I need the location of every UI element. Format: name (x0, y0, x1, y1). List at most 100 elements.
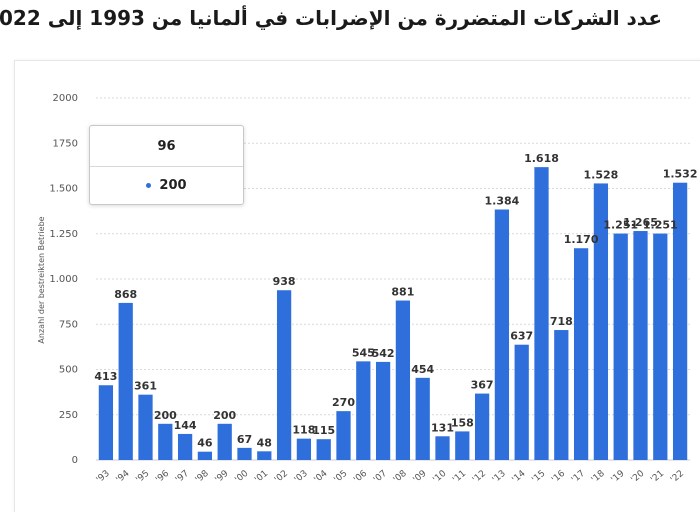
bar[interactable] (514, 344, 529, 460)
bar[interactable] (474, 393, 490, 460)
tooltip: 96 200 (89, 125, 244, 205)
series-dot-icon (146, 183, 152, 188)
x-tick-label: '93 (95, 469, 112, 486)
chart-title: عدد الشركات المتضررة من الإضرابات في ألم… (0, 6, 662, 30)
value-label: 48 (257, 436, 272, 449)
bar[interactable] (633, 231, 648, 460)
value-label: 1.528 (584, 168, 619, 181)
bar[interactable] (435, 436, 450, 460)
value-label: 144 (174, 419, 197, 432)
x-tick-label: '12 (471, 469, 488, 486)
bar[interactable] (494, 209, 510, 460)
x-tick-label: '15 (530, 469, 547, 486)
x-tick-label: '14 (511, 468, 528, 485)
value-label: 270 (332, 396, 355, 409)
x-tick-label: '13 (491, 469, 508, 486)
bar[interactable] (415, 377, 430, 460)
y-tick-label: 2000 (53, 93, 78, 104)
bar[interactable] (356, 361, 371, 460)
value-label: 1.251 (603, 219, 638, 232)
x-tick-label: '01 (253, 469, 270, 486)
bar[interactable] (276, 290, 292, 460)
bar[interactable] (177, 433, 193, 460)
bars (98, 167, 688, 460)
bar[interactable] (593, 183, 609, 460)
bar[interactable] (316, 439, 331, 460)
x-tick-label: '16 (550, 468, 567, 485)
value-label: 718 (550, 315, 573, 328)
bar[interactable] (653, 233, 668, 460)
bar[interactable] (296, 438, 312, 460)
x-tick-label: '07 (372, 469, 389, 486)
y-tick-label: 1.250 (49, 229, 78, 240)
y-tick-label: 750 (59, 319, 78, 330)
value-label: 413 (94, 370, 117, 383)
y-tick-label: 500 (59, 365, 78, 376)
x-tick-label: '95 (134, 469, 151, 486)
bar[interactable] (158, 423, 173, 460)
value-label: 1.251 (643, 219, 678, 232)
x-tick-label: '97 (174, 469, 191, 486)
tooltip-value: 200 (159, 178, 187, 193)
x-tick-label: '22 (669, 469, 686, 486)
y-tick-label: 1.500 (49, 184, 78, 195)
y-axis-label: Anzahl der bestreikten Betriebe (37, 216, 46, 343)
value-label: 938 (273, 275, 296, 288)
bar[interactable] (613, 233, 628, 460)
bar[interactable] (534, 167, 549, 460)
x-tick-label: '20 (629, 468, 646, 485)
bar[interactable] (197, 451, 213, 460)
bar[interactable] (98, 385, 114, 460)
bar[interactable] (257, 451, 272, 460)
bar[interactable] (672, 182, 688, 460)
value-label: 67 (237, 433, 252, 446)
x-tick-label: '21 (649, 469, 666, 486)
x-tick-label: '05 (332, 469, 349, 486)
x-tick-label: '02 (273, 469, 290, 486)
y-tick-label: 0 (72, 455, 78, 466)
x-tick-label: '08 (392, 468, 409, 485)
value-label: 454 (411, 363, 434, 376)
bar[interactable] (554, 330, 569, 460)
x-tick-label: '06 (352, 468, 369, 485)
x-tick-label: '04 (313, 468, 330, 485)
x-tick-labels: '93'94'95'96'97'98'99'00'01'02'03'04'05 '… (95, 468, 686, 485)
bar[interactable] (395, 300, 411, 460)
x-tick-label: '09 (412, 468, 429, 485)
value-label: 361 (134, 380, 157, 393)
y-tick-label: 250 (59, 410, 78, 421)
x-tick-label: '98 (194, 468, 211, 485)
value-label: 158 (451, 416, 474, 429)
bar[interactable] (118, 302, 133, 460)
bar[interactable] (237, 447, 252, 460)
value-label: 200 (213, 409, 236, 422)
y-tick-labels: 0 250 500 750 1.000 1.250 1.500 1750 2000 (49, 93, 78, 466)
bar[interactable] (573, 248, 589, 460)
x-tick-label: '17 (570, 469, 587, 486)
x-tick-label: '96 (154, 468, 171, 485)
value-label: 542 (372, 347, 395, 360)
value-label: 1.532 (663, 168, 698, 181)
value-label: 1.265 (623, 216, 658, 229)
bar[interactable] (375, 361, 391, 460)
x-tick-label: '94 (115, 468, 132, 485)
x-tick-label: '11 (451, 469, 468, 486)
bar[interactable] (455, 431, 470, 460)
value-label: 868 (114, 288, 137, 301)
x-tick-label: '18 (590, 468, 607, 485)
value-label: 881 (391, 286, 414, 299)
x-tick-label: '03 (293, 469, 310, 486)
value-label: 115 (312, 424, 335, 437)
value-label: 131 (431, 421, 454, 434)
tooltip-header: 96 (90, 126, 243, 167)
x-tick-label: '00 (233, 468, 250, 485)
value-label: 637 (510, 330, 533, 343)
bar[interactable] (138, 394, 153, 460)
value-label: 46 (197, 437, 213, 450)
bar[interactable] (217, 423, 232, 460)
bar[interactable] (336, 411, 351, 460)
value-label: 545 (352, 346, 375, 359)
x-tick-label: '99 (214, 468, 231, 485)
